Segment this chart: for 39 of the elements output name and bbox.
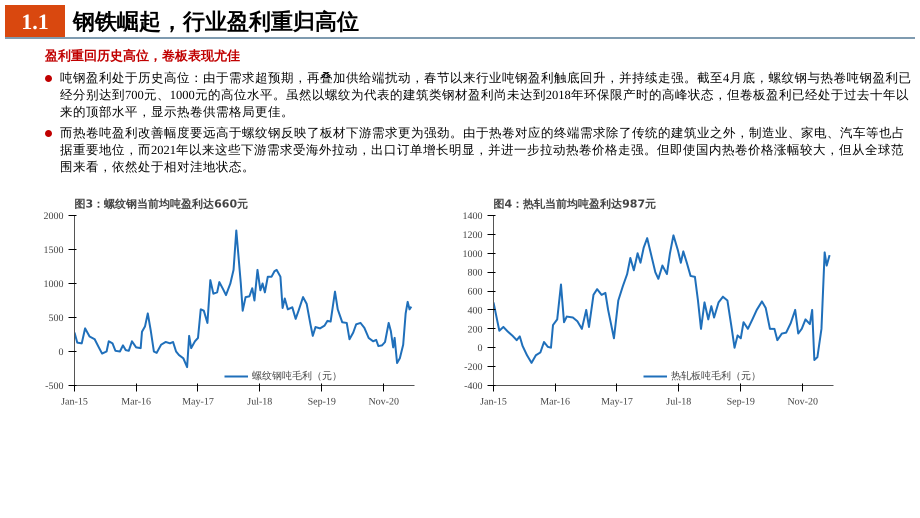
y-tick-label: 0 (58, 347, 64, 358)
text: 1.1 (5, 5, 65, 37)
legend-label: 螺纹钢吨毛利（元） (252, 370, 342, 383)
text: 吨钢盈利处于历史高位：由于需求超预期，再叠加供给端扰动，春节以来行业吨钢盈利触底回升，并持续走强。截至4月底，螺纹钢与热卷吨钢盈利已经分别达到700元、1000元的高位水平。虽然以螺纹为代表的建筑类钢材盈利尚未达到2018年环保限产时的高峰状态，但卷板盈利已经处于过去十年以来的顶部水平，显示热卷供需格局更佳。 (60, 70, 912, 121)
x-tick-label: Jul-18 (247, 396, 272, 408)
x-tick-label: Sep-19 (308, 396, 336, 408)
x-tick-label: Sep-19 (726, 396, 755, 408)
y-tick-label: -500 (45, 381, 64, 392)
x-tick-label: Nov-20 (368, 396, 400, 408)
y-tick-label: 200 (468, 324, 482, 336)
chart-title: 图4：热轧当前均吨盈利达987元 (494, 198, 656, 210)
text: 盈利重回历史高位，卷板表现尤佳 (45, 47, 241, 65)
x-tick-label: May-17 (601, 396, 633, 408)
chart-title: 图3：螺纹钢当前均吨盈利达660元 (74, 198, 248, 210)
x-tick-label: Jul-18 (666, 396, 692, 408)
text: 钢铁崛起，行业盈利重归高位 (71, 8, 359, 36)
y-tick-label: 1200 (462, 230, 482, 241)
y-tick-label: 0 (478, 343, 482, 354)
y-tick-label: 800 (468, 268, 482, 279)
line-series (74, 229, 412, 368)
y-tick-label: 1400 (462, 211, 482, 222)
line-series (494, 234, 831, 364)
y-tick-label: 1000 (44, 279, 64, 290)
y-tick-label: 600 (468, 286, 482, 298)
x-tick-label: May-17 (182, 396, 214, 408)
y-tick-label: 2000 (44, 211, 64, 222)
y-tick-label: -400 (464, 381, 483, 392)
x-tick-label: Jan-15 (480, 396, 507, 408)
x-tick-label: Nov-20 (787, 396, 818, 408)
text: 而热卷吨盈利改善幅度要远高于螺纹钢反映了板材下游需求更为强劲。由于热卷对应的终端需求除了传统的建筑业之外，制造业、家电、汽车等也占据重要地位，而2021年以来这些下游需求受海外拉动，出口订单增长明显，并进一步拉动热卷价格走强。但即使国内热卷价格涨幅较大，但从全球范围来看，依然处于相对洼地状态。 (60, 124, 906, 176)
y-tick-label: 1000 (462, 248, 482, 260)
x-tick-label: Jan-15 (61, 396, 88, 408)
y-tick-label: 500 (48, 313, 64, 324)
x-tick-label: Mar-16 (540, 396, 570, 408)
y-tick-label: 1500 (44, 245, 64, 256)
y-tick-label: -200 (464, 362, 483, 374)
y-tick-label: 400 (468, 305, 482, 316)
legend-label: 热轧板吨毛利（元） (671, 370, 761, 383)
x-tick-label: Mar-16 (121, 396, 152, 408)
